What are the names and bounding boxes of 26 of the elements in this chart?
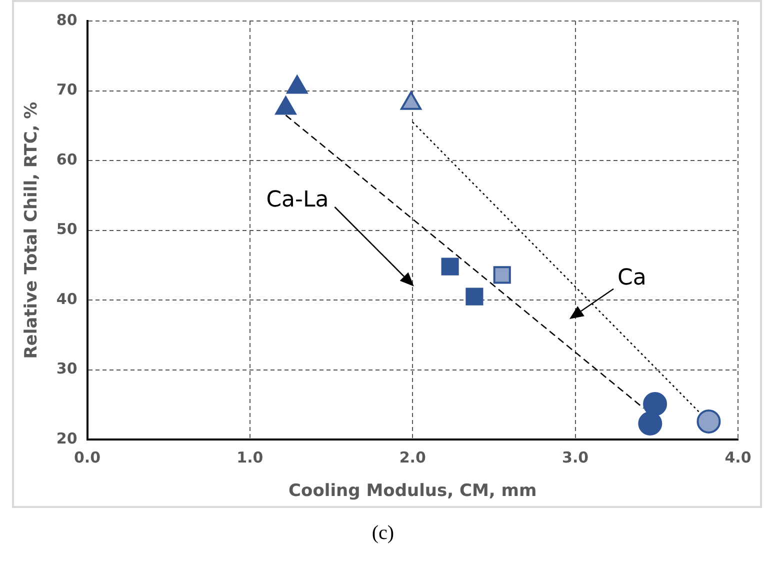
y-tick-label: 30 — [56, 360, 78, 378]
y-tick-label: 70 — [56, 80, 78, 99]
point — [643, 392, 668, 416]
point — [441, 258, 459, 276]
x-tick-label: 0.0 — [74, 448, 101, 466]
x-axis-title: Cooling Modulus, CM, mm — [288, 481, 537, 502]
point — [286, 75, 308, 94]
y-tick-label: 60 — [56, 150, 78, 168]
point — [493, 266, 511, 284]
y-tick-label: 20 — [56, 429, 78, 448]
point — [638, 412, 662, 436]
x-tick-label: 1.0 — [236, 448, 264, 466]
text: (c) — [370, 522, 396, 545]
y-tick-label: 80 — [56, 10, 78, 29]
point — [466, 288, 484, 306]
annotation: Ca — [618, 266, 646, 291]
point — [400, 91, 422, 110]
point — [275, 96, 296, 115]
y-axis-title: Relative Total Chill, RTC, % — [22, 102, 42, 359]
x-tick-label: 3.0 — [562, 448, 589, 466]
x-tick-label: 2.0 — [399, 448, 426, 466]
point — [696, 409, 721, 434]
y-tick-label: 50 — [56, 220, 78, 238]
annotation: Ca-La — [266, 188, 329, 213]
x-tick-label: 4.0 — [724, 448, 752, 466]
y-tick-label: 40 — [56, 290, 78, 308]
